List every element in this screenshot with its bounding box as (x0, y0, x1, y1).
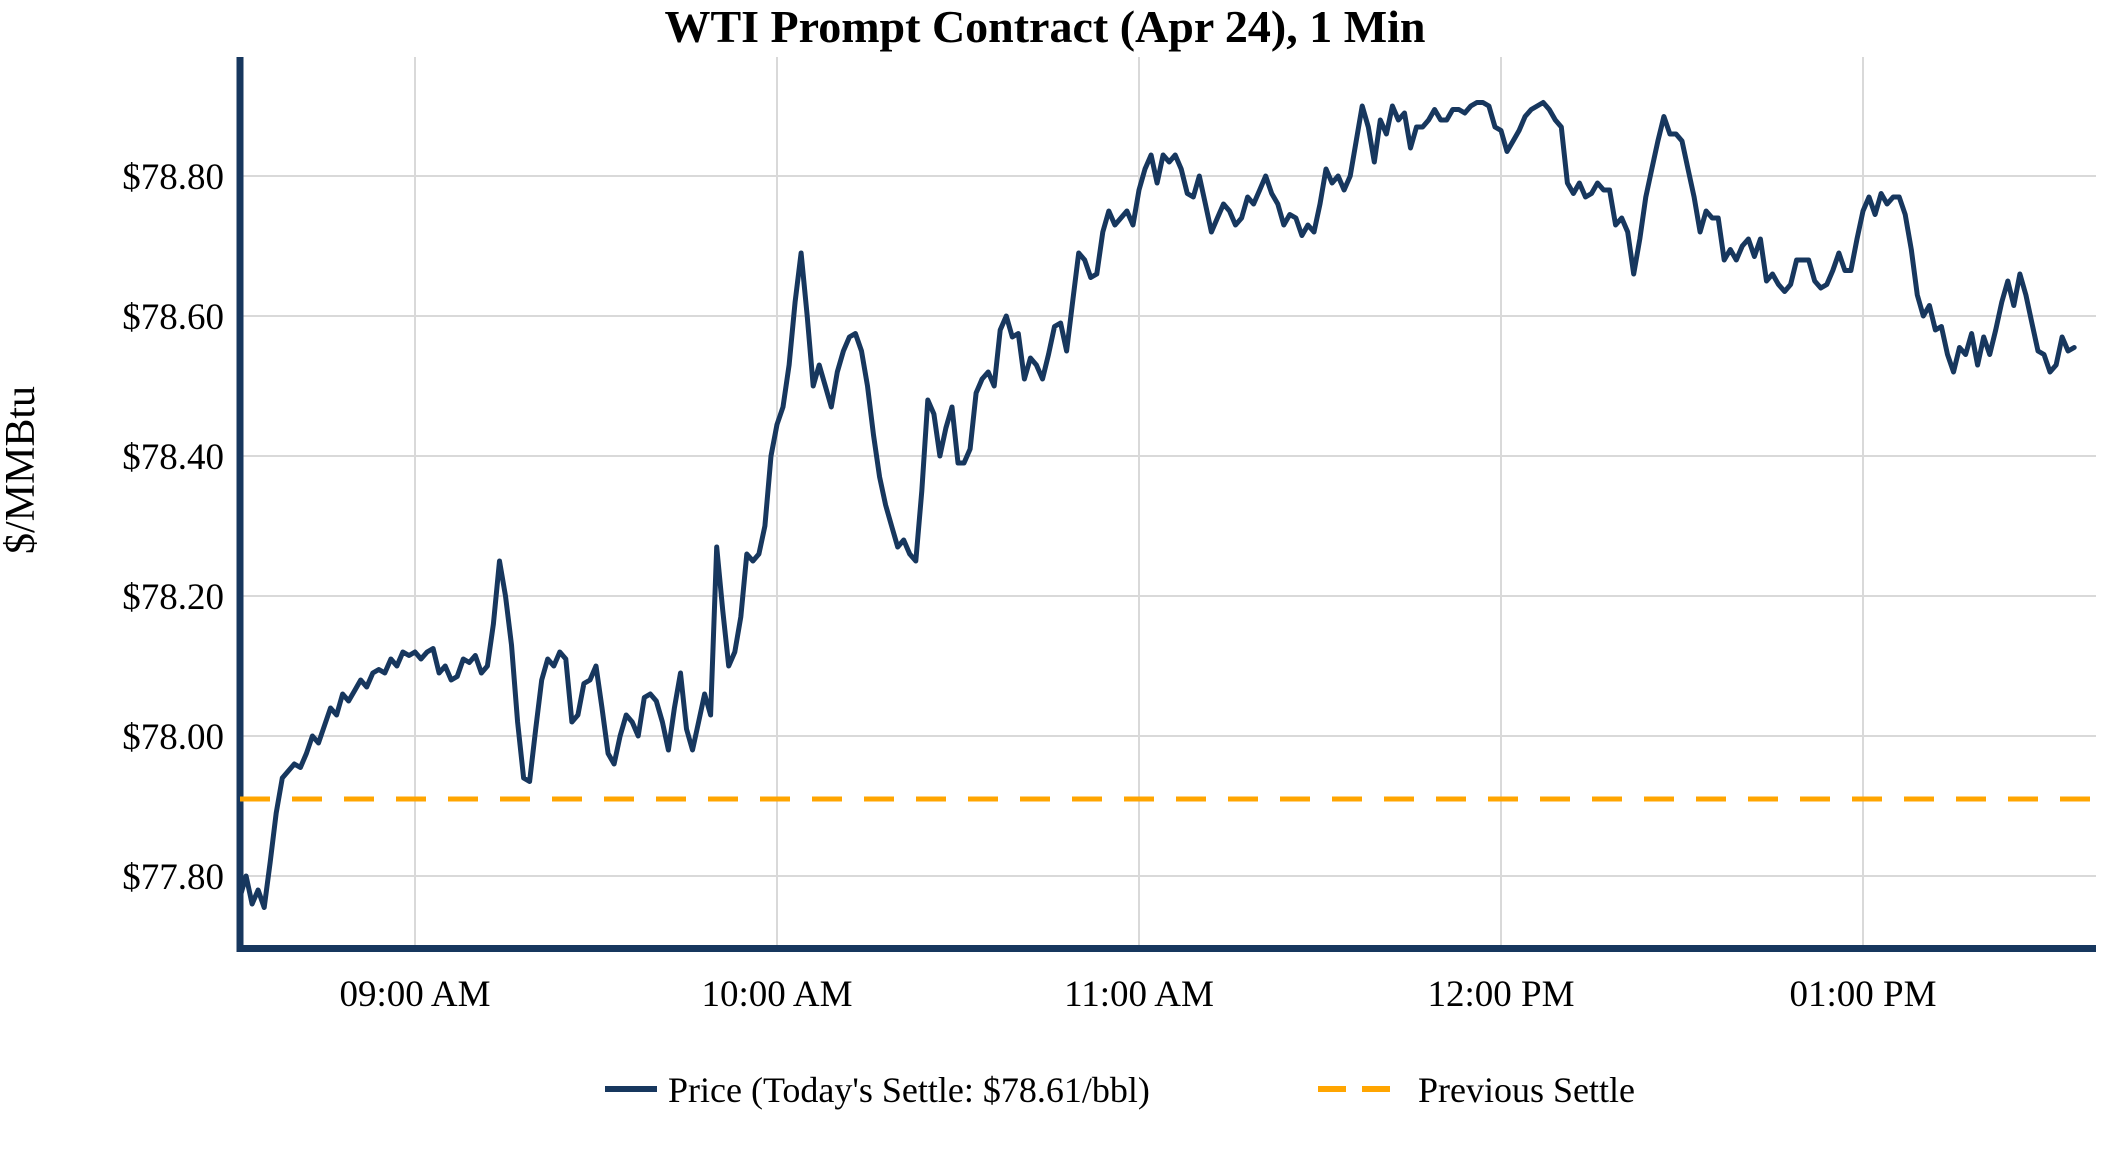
legend-settle-label: Previous Settle (1418, 1070, 1635, 1110)
axes (236, 57, 2096, 952)
x-tick-label: 12:00 PM (1427, 974, 1574, 1015)
y-axis-label: $/MMBtu (0, 386, 44, 554)
x-tick-label: 01:00 PM (1789, 974, 1936, 1015)
x-tick-labels: 09:00 AM 10:00 AM 11:00 AM 12:00 PM 01:00 PM (339, 974, 1936, 1015)
x-tick-label: 11:00 AM (1064, 974, 1214, 1015)
x-tick-label: 10:00 AM (701, 974, 852, 1015)
y-tick-label: $78.40 (122, 437, 224, 478)
y-tick-labels: $78.80 $78.60 $78.40 $78.20 $78.00 $77.80 (122, 157, 224, 898)
chart-title: WTI Prompt Contract (Apr 24), 1 Min (664, 1, 1425, 52)
x-tick-label: 09:00 AM (339, 974, 490, 1015)
y-tick-label: $78.60 (122, 297, 224, 338)
y-tick-label: $78.00 (122, 717, 224, 758)
y-tick-label: $78.20 (122, 577, 224, 618)
legend-price-label: Price (Today's Settle: $78.61/bbl) (668, 1070, 1150, 1110)
y-tick-label: $77.80 (122, 857, 224, 898)
legend: Price (Today's Settle: $78.61/bbl) Previ… (605, 1070, 1635, 1110)
y-tick-label: $78.80 (122, 157, 224, 198)
price-series-line (237, 100, 2077, 910)
gridlines (237, 57, 2096, 948)
